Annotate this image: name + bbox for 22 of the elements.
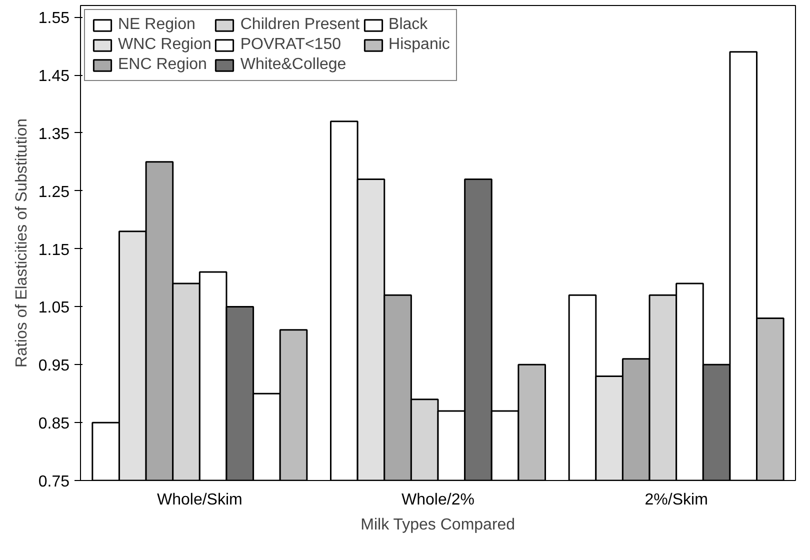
x-axis-title: Milk Types Compared (360, 516, 516, 534)
legend-label: ENC Region (118, 56, 207, 74)
x-tick-label: Whole/2% (402, 492, 474, 508)
x-tick-label: Whole/Skim (156, 492, 242, 508)
y-tick-label: 1.35 (38, 126, 70, 143)
y-tick-label: 0.75 (38, 474, 70, 490)
y-tick-label: 1.25 (38, 184, 70, 201)
legend-label: Hispanic (388, 36, 450, 54)
y-axis-title: Ratios of Elasticities of Substitution (13, 118, 30, 368)
y-tick-label: 0.95 (38, 358, 70, 375)
y-tick-label: 1.55 (38, 10, 70, 28)
y-tick-label: 1.05 (38, 300, 70, 317)
y-tick-label: 1.45 (38, 68, 70, 86)
x-tick-label: 2%/Skim (644, 492, 708, 508)
legend-label: White&College (240, 56, 346, 74)
y-tick-label: 0.85 (38, 416, 70, 433)
legend-label: Children Present (240, 16, 360, 34)
legend-label: NE Region (118, 16, 196, 34)
legend-label: POVRAT<150 (240, 36, 341, 54)
legend-label: WNC Region (118, 36, 212, 54)
y-tick-label: 1.15 (38, 242, 70, 259)
legend-label: Black (388, 16, 428, 34)
